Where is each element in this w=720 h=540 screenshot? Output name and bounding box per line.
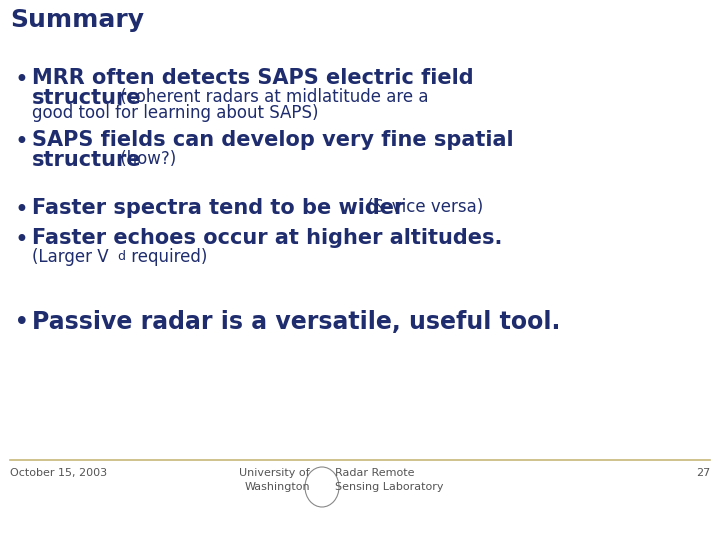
Text: Passive radar is a versatile, useful tool.: Passive radar is a versatile, useful too… xyxy=(32,310,560,334)
Text: University of: University of xyxy=(239,468,310,478)
Text: 27: 27 xyxy=(696,468,710,478)
Text: •: • xyxy=(14,130,28,154)
Text: required): required) xyxy=(126,248,207,266)
Text: good tool for learning about SAPS): good tool for learning about SAPS) xyxy=(32,104,318,122)
Text: (& vice versa): (& vice versa) xyxy=(362,198,483,216)
Text: d: d xyxy=(117,250,125,263)
Text: Summary: Summary xyxy=(10,8,144,32)
Text: (Larger V: (Larger V xyxy=(32,248,109,266)
Text: (how?): (how?) xyxy=(115,150,176,168)
Text: Faster spectra tend to be wider: Faster spectra tend to be wider xyxy=(32,198,405,218)
Text: (coherent radars at midlatitude are a: (coherent radars at midlatitude are a xyxy=(115,88,428,106)
Text: structure: structure xyxy=(32,150,142,170)
Text: SAPS fields can develop very fine spatial: SAPS fields can develop very fine spatia… xyxy=(32,130,513,150)
Text: October 15, 2003: October 15, 2003 xyxy=(10,468,107,478)
Text: •: • xyxy=(14,198,28,222)
Text: Washington: Washington xyxy=(244,482,310,492)
Text: •: • xyxy=(14,68,28,92)
Text: Radar Remote: Radar Remote xyxy=(335,468,415,478)
Text: •: • xyxy=(14,310,30,336)
Text: MRR often detects SAPS electric field: MRR often detects SAPS electric field xyxy=(32,68,474,88)
Text: Sensing Laboratory: Sensing Laboratory xyxy=(335,482,444,492)
Text: •: • xyxy=(14,228,28,252)
Text: structure: structure xyxy=(32,88,142,108)
Text: Faster echoes occur at higher altitudes.: Faster echoes occur at higher altitudes. xyxy=(32,228,503,248)
